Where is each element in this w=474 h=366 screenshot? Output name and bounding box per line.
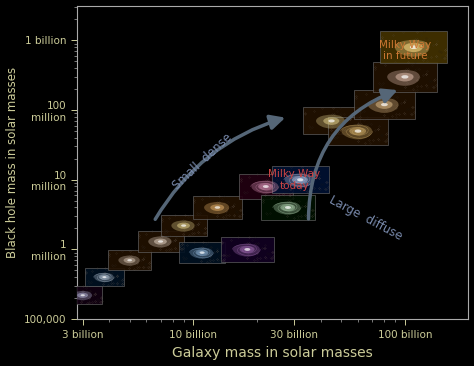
Ellipse shape [172,220,195,232]
Ellipse shape [297,178,303,181]
Bar [221,237,274,262]
Ellipse shape [251,181,278,194]
Text: Milky Way
today: Milky Way today [268,169,320,191]
Ellipse shape [118,255,140,266]
Ellipse shape [328,119,335,122]
Ellipse shape [158,240,163,243]
Ellipse shape [99,274,110,280]
Ellipse shape [233,244,260,257]
Ellipse shape [102,276,107,278]
Ellipse shape [292,176,308,184]
Bar [179,242,225,264]
Ellipse shape [401,75,409,79]
Bar [354,90,415,119]
Bar [161,215,207,236]
Bar [239,174,292,199]
Bar [63,286,102,305]
Ellipse shape [375,101,392,109]
Ellipse shape [395,73,413,82]
Bar [192,196,242,219]
Ellipse shape [73,291,92,300]
Ellipse shape [381,103,388,106]
Ellipse shape [148,236,172,247]
Ellipse shape [94,273,114,282]
Ellipse shape [387,70,420,86]
Bar [328,117,388,145]
Ellipse shape [245,248,250,251]
Ellipse shape [258,183,273,190]
Ellipse shape [128,259,132,261]
Ellipse shape [240,246,255,253]
Bar [373,62,437,92]
Ellipse shape [280,204,295,211]
Ellipse shape [404,43,423,52]
Bar [261,195,315,220]
Text: Small  dense: Small dense [170,131,234,193]
Ellipse shape [124,258,136,263]
Bar [137,231,184,252]
Text: Large  diffuse: Large diffuse [327,194,404,243]
Bar [85,268,124,286]
Ellipse shape [323,117,339,125]
Ellipse shape [273,202,301,214]
Ellipse shape [154,239,167,245]
Ellipse shape [349,127,366,135]
Ellipse shape [204,202,229,214]
Ellipse shape [81,294,85,296]
Bar [272,167,328,193]
Y-axis label: Black hole mass in solar masses: Black hole mass in solar masses [6,67,18,258]
Ellipse shape [77,293,88,298]
Text: Milky Way
in future: Milky Way in future [379,40,431,61]
Bar [380,31,447,63]
Bar [303,108,360,134]
Ellipse shape [368,98,399,113]
Ellipse shape [215,206,220,209]
Ellipse shape [177,223,190,229]
X-axis label: Galaxy mass in solar masses: Galaxy mass in solar masses [173,347,373,361]
Ellipse shape [195,250,209,256]
Ellipse shape [263,185,269,188]
Ellipse shape [341,124,372,139]
Ellipse shape [285,173,314,187]
Ellipse shape [316,115,345,128]
Ellipse shape [210,204,224,211]
Bar [109,250,151,270]
Ellipse shape [190,247,213,259]
Ellipse shape [285,206,291,209]
Ellipse shape [200,251,205,254]
Ellipse shape [181,224,186,227]
Ellipse shape [355,130,361,133]
Ellipse shape [410,45,418,49]
Ellipse shape [395,40,429,57]
